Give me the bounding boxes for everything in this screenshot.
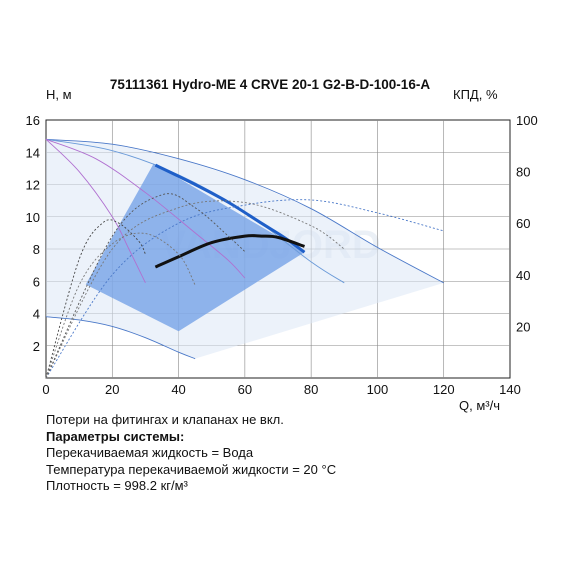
y-tick-label: 2 <box>33 339 40 354</box>
x-tick-label: 40 <box>171 382 185 397</box>
curve-efficiency-min-2 <box>45 232 196 379</box>
curve-reduced-speed-curve-2 <box>45 138 246 279</box>
x-tick-label: 80 <box>304 382 318 397</box>
y-tick-label: 4 <box>33 307 40 322</box>
y2-tick-label: 60 <box>516 216 530 231</box>
curve-max-speed-curve <box>45 138 444 284</box>
curve-efficiency-min <box>45 219 146 379</box>
y2-tick-label: 100 <box>516 113 538 128</box>
x-tick-label: 120 <box>433 382 455 397</box>
chart-curves <box>45 138 444 379</box>
y2-axis-label: КПД, % <box>453 87 498 102</box>
y-tick-label: 6 <box>33 274 40 289</box>
y2-tick-label: 20 <box>516 319 530 334</box>
curve-efficiency-max <box>45 199 444 379</box>
system-notes: Потери на фитингах и клапанах не вкл. Па… <box>46 412 336 495</box>
chart-tick-labels: 0 20 40 60 80 100 120 140 2 4 6 8 10 12 14 16 20 40 60 80 10… <box>26 113 538 397</box>
duty-area <box>85 163 305 332</box>
x-tick-label: 100 <box>367 382 389 397</box>
y-tick-label: 8 <box>33 242 40 257</box>
x-tick-label: 0 <box>42 382 49 397</box>
note-liquid: Перекачиваемая жидкость = Вода <box>46 445 254 460</box>
y-tick-label: 10 <box>26 210 40 225</box>
curve-min-speed-curve <box>45 316 196 360</box>
x-axis-label: Q, м³/ч <box>459 398 500 413</box>
note-params-heading: Параметры системы: <box>46 428 185 444</box>
curve-reduced-speed-curve-3 <box>45 139 146 284</box>
note-density: Плотность = 998.2 кг/м³ <box>46 478 188 493</box>
y2-tick-label: 80 <box>516 165 530 180</box>
curve-efficiency-duty <box>154 234 306 269</box>
y-axis-label: H, м <box>46 87 72 102</box>
curve-efficiency-mid <box>45 200 345 379</box>
y-tick-label: 16 <box>26 113 40 128</box>
operating-area <box>46 139 444 359</box>
y2-tick-label: 40 <box>516 268 530 283</box>
x-tick-label: 20 <box>105 382 119 397</box>
curve-efficiency-mid-2 <box>45 193 246 379</box>
y-tick-label: 12 <box>26 178 40 193</box>
note-fittings: Потери на фитингах и клапанах не вкл. <box>46 412 284 427</box>
y-tick-label: 14 <box>26 145 40 160</box>
x-tick-label: 140 <box>499 382 521 397</box>
x-tick-label: 60 <box>238 382 252 397</box>
note-temperature: Температура перекачиваемой жидкости = 20… <box>46 461 337 477</box>
chart-title: 75111361 Hydro-ME 4 CRVE 20-1 G2-B-D-100… <box>110 77 430 92</box>
